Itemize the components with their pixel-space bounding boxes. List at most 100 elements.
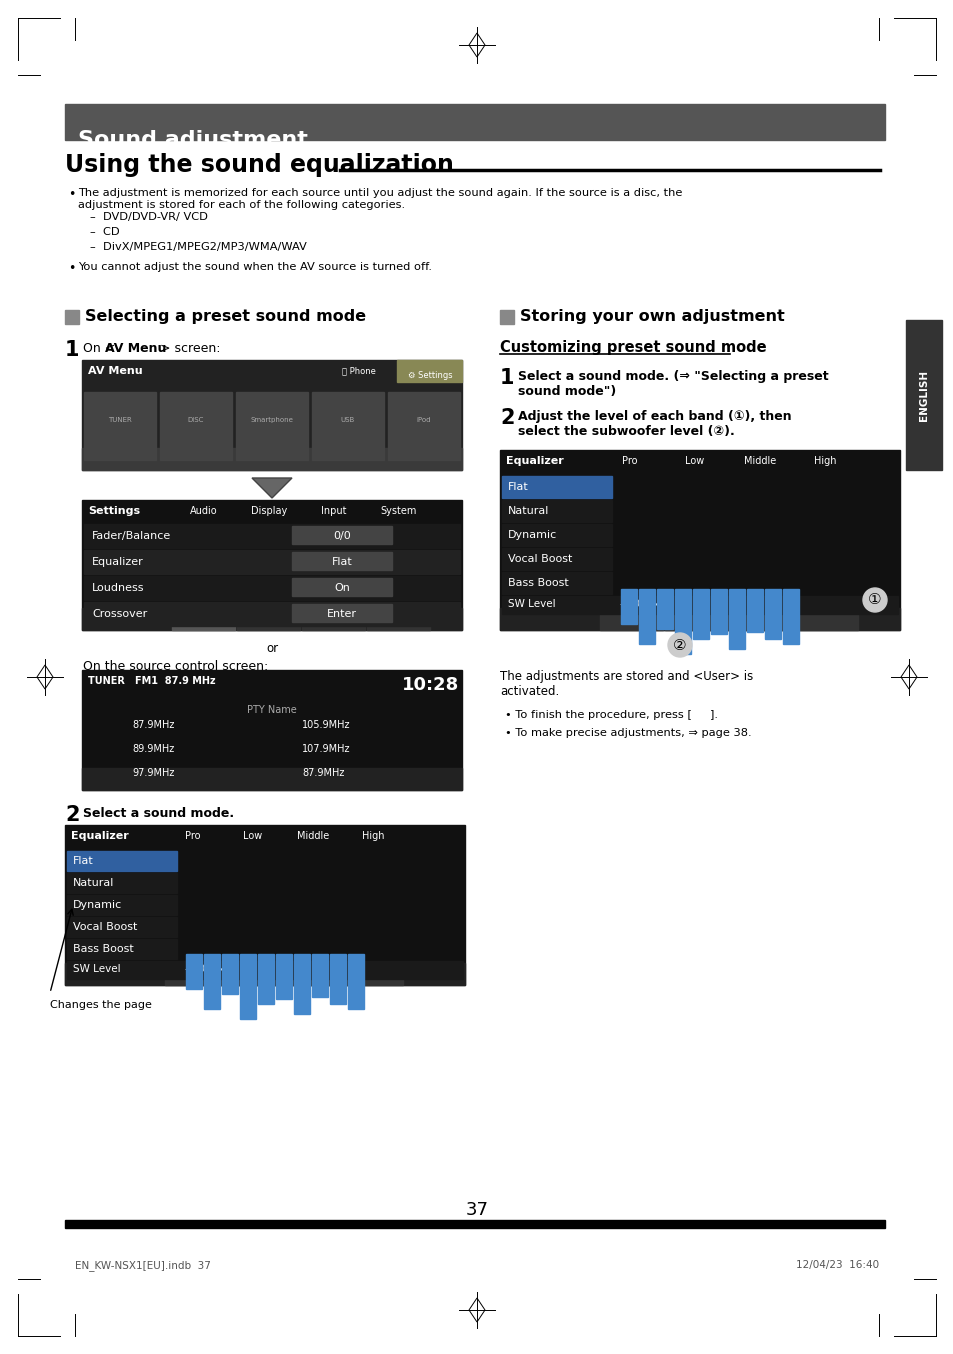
Text: Pro: Pro [185,831,200,841]
Text: 12/04/23  16:40: 12/04/23 16:40 [795,1261,878,1270]
Bar [664,608,727,630]
Bar [186,955,202,988]
Bar [312,393,384,460]
Text: On the source control screen:: On the source control screen: [83,659,268,673]
Bar [172,608,234,630]
Bar [794,608,857,630]
Text: SW Level: SW Level [73,964,120,974]
Text: Select a sound mode. (⇒ "Selecting a preset
sound mode"): Select a sound mode. (⇒ "Selecting a pre… [517,370,828,398]
Text: Crossover: Crossover [91,609,147,619]
Text: 97.9MHz: 97.9MHz [132,768,174,779]
Bar [82,608,461,630]
Text: On: On [334,584,350,593]
Bar [499,450,899,630]
Bar [499,608,899,630]
Bar [65,963,464,984]
Bar [204,955,220,1009]
Circle shape [667,634,691,657]
Text: High: High [361,831,384,841]
Text: 📞 Phone: 📞 Phone [341,366,375,375]
Bar [782,589,799,645]
Text: Selecting a preset sound mode: Selecting a preset sound mode [85,310,366,325]
Text: 2: 2 [499,408,514,428]
Bar [160,393,232,460]
Text: SW Level: SW Level [507,598,555,609]
Text: Dynamic: Dynamic [507,529,557,540]
Text: Low: Low [243,831,262,841]
Text: Enter: Enter [327,609,356,619]
Text: EN_KW-NSX1[EU].indb  37: EN_KW-NSX1[EU].indb 37 [75,1261,211,1271]
Text: 37: 37 [465,1201,488,1219]
Bar [292,525,392,544]
Bar [348,955,364,1009]
Bar [396,360,461,382]
Text: • To make precise adjustments, ⇒ page 38.: • To make precise adjustments, ⇒ page 38… [504,728,751,738]
Text: 107.9MHz: 107.9MHz [302,743,350,754]
Text: Equalizer: Equalizer [91,556,144,567]
Bar [710,589,726,634]
Bar [729,608,792,630]
Bar [257,955,274,1005]
Text: ⚙ Settings: ⚙ Settings [407,371,452,380]
Bar [84,575,459,600]
Text: Bass Boost: Bass Boost [73,944,133,955]
Bar [294,955,310,1014]
Bar [620,589,637,624]
Text: iPod: iPod [416,417,431,422]
Text: 1: 1 [65,340,79,360]
Bar [501,596,897,613]
Text: Flat: Flat [73,856,93,867]
Bar [728,589,744,649]
Bar [292,578,392,596]
Text: PTY Name: PTY Name [247,705,296,715]
Bar [240,955,255,1020]
Bar [67,940,177,959]
Text: –  DivX/MPEG1/MPEG2/MP3/WMA/WAV: – DivX/MPEG1/MPEG2/MP3/WMA/WAV [90,242,307,252]
Bar [84,524,459,548]
Text: System: System [380,506,416,516]
Text: Storing your own adjustment: Storing your own adjustment [519,310,784,325]
Bar [746,589,762,632]
Bar [501,524,612,546]
Text: Changes the page: Changes the page [50,1001,152,1010]
Bar [82,500,461,630]
Bar [367,608,430,630]
Text: Flat: Flat [332,556,352,567]
Text: or: or [266,642,277,655]
Text: ①: ① [867,593,881,608]
Text: ◄  00  ►: ◄ 00 ► [185,964,225,974]
Text: The adjustment is memorized for each source until you adjust the sound again. If: The adjustment is memorized for each sou… [78,188,681,210]
Bar [236,608,299,630]
Text: You cannot adjust the sound when the AV source is turned off.: You cannot adjust the sound when the AV … [78,263,432,272]
Bar [292,604,392,621]
Circle shape [862,588,886,612]
Text: –  CD: – CD [90,227,119,237]
Bar [501,500,612,523]
Text: •: • [68,188,75,200]
Text: AV Menu: AV Menu [105,343,166,355]
Bar [67,895,177,915]
Bar [330,955,346,1005]
Text: DISC: DISC [188,417,204,422]
Bar [235,393,308,460]
Bar [65,310,79,324]
Bar [312,955,328,997]
Bar [165,963,223,984]
Text: 0/0: 0/0 [333,531,351,542]
Text: Smartphone: Smartphone [251,417,294,422]
Bar [499,310,514,324]
Bar [65,104,884,139]
Bar [657,589,672,630]
Text: Middle: Middle [743,456,776,466]
Text: 2: 2 [65,806,79,825]
Bar [905,320,941,470]
Text: –  DVD/DVD-VR/ VCD: – DVD/DVD-VR/ VCD [90,213,208,222]
Bar [501,548,612,570]
Text: Display: Display [251,506,287,516]
Bar [285,963,343,984]
Text: USB: USB [340,417,355,422]
Text: 87.9MHz: 87.9MHz [132,720,174,730]
Bar [225,963,283,984]
Bar [65,825,464,984]
Text: On <: On < [83,343,115,355]
